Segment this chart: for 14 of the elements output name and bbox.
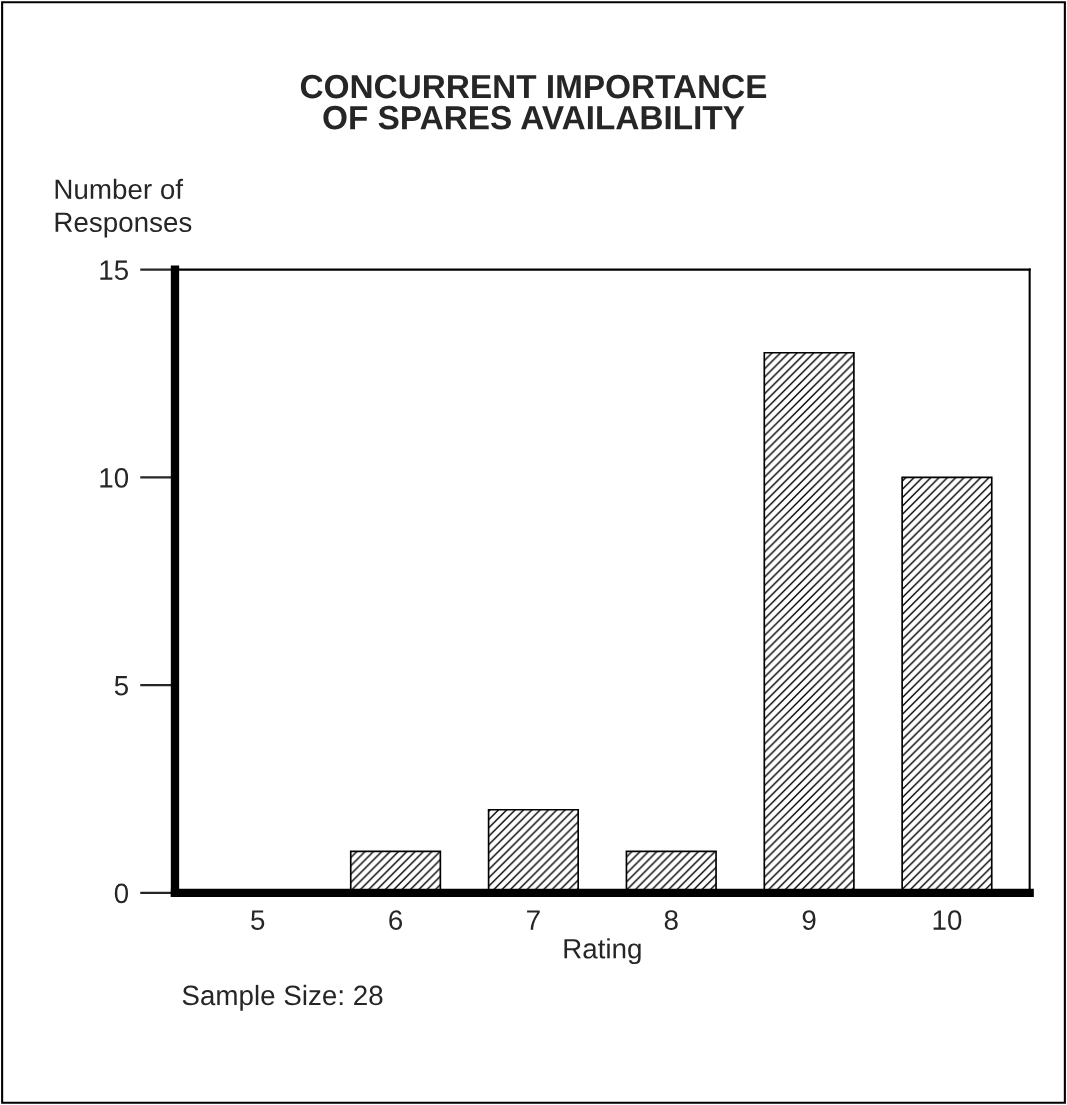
x-tick-label: 5 <box>251 910 265 930</box>
text: Sample Size: 28 <box>182 984 383 1011</box>
x-axis-title: Rating <box>564 938 641 965</box>
x-tick-label: 9 <box>802 910 816 930</box>
x-tick-label: 8 <box>664 910 678 930</box>
x-tick-label: 6 <box>389 910 403 930</box>
y-tick-label: 15 <box>100 260 128 280</box>
x-tick-label: 10 <box>933 910 962 930</box>
y-axis-title: Number of Responses <box>55 178 192 238</box>
x-tick-label: 7 <box>527 910 540 930</box>
chart-title: CONCURRENT IMPORTANCE OF SPARES AVAILABILITY <box>300 74 767 130</box>
y-tick-label: 10 <box>100 468 129 488</box>
y-tick-label: 5 <box>114 676 128 696</box>
y-tick-label: 0 <box>114 883 129 904</box>
